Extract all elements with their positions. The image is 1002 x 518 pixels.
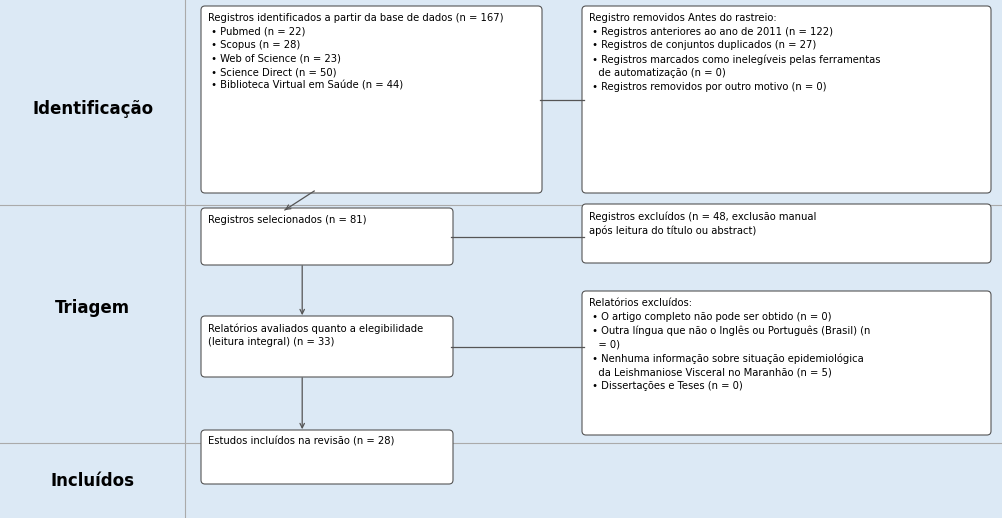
FancyBboxPatch shape bbox=[201, 430, 453, 484]
Text: Registro removidos Antes do rastreio:
 • Registros anteriores ao ano de 2011 (n : Registro removidos Antes do rastreio: • … bbox=[589, 13, 881, 92]
FancyBboxPatch shape bbox=[582, 291, 991, 435]
Text: Relatórios avaliados quanto a elegibilidade
(leitura integral) (n = 33): Relatórios avaliados quanto a elegibilid… bbox=[208, 323, 423, 347]
Text: Incluídos: Incluídos bbox=[51, 472, 134, 490]
FancyBboxPatch shape bbox=[201, 6, 542, 193]
Text: Estudos incluídos na revisão (n = 28): Estudos incluídos na revisão (n = 28) bbox=[208, 437, 395, 447]
Text: Triagem: Triagem bbox=[55, 299, 130, 317]
Text: Registros excluídos (n = 48, exclusão manual
após leitura do título ou abstract): Registros excluídos (n = 48, exclusão ma… bbox=[589, 211, 817, 236]
Text: Registros identificados a partir da base de dados (n = 167)
 • Pubmed (n = 22)
 : Registros identificados a partir da base… bbox=[208, 13, 503, 91]
Text: Relatórios excluídos:
 • O artigo completo não pode ser obtido (n = 0)
 • Outra : Relatórios excluídos: • O artigo complet… bbox=[589, 298, 871, 391]
Text: Identificação: Identificação bbox=[32, 100, 153, 118]
FancyBboxPatch shape bbox=[201, 208, 453, 265]
Text: Registros selecionados (n = 81): Registros selecionados (n = 81) bbox=[208, 215, 367, 225]
FancyBboxPatch shape bbox=[582, 204, 991, 263]
FancyBboxPatch shape bbox=[582, 6, 991, 193]
FancyBboxPatch shape bbox=[201, 316, 453, 377]
